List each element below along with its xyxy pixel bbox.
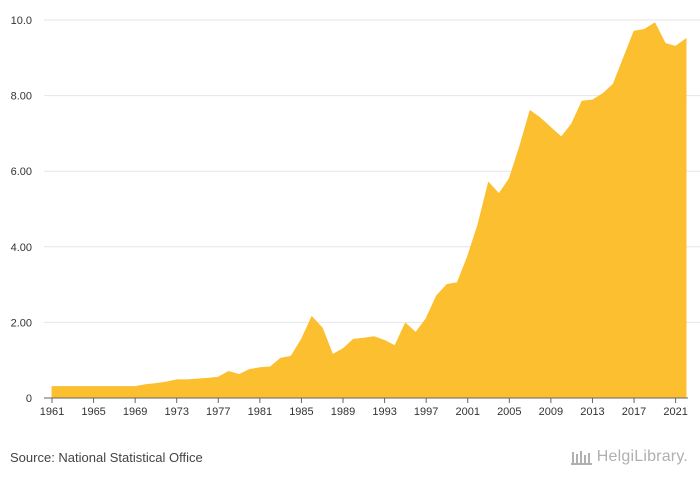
helgi-library-logo: HelgiLibrary. — [570, 448, 688, 466]
x-tick-label: 2001 — [455, 406, 479, 418]
area-series — [51, 22, 687, 399]
x-tick-label: 2017 — [622, 406, 646, 418]
x-tick-label: 1997 — [414, 406, 438, 418]
logo-text: HelgiLibrary. — [596, 448, 688, 465]
x-tick-label: 1985 — [289, 406, 313, 418]
x-tick-label: 1993 — [372, 406, 396, 418]
x-tick-label: 2021 — [663, 406, 687, 418]
y-tick-label: 2.00 — [11, 317, 32, 329]
source-note: Source: National Statistical Office — [10, 450, 203, 465]
x-tick-label: 1969 — [123, 406, 147, 418]
y-tick-label: 6.00 — [11, 166, 32, 178]
x-tick-label: 1981 — [248, 406, 272, 418]
y-axis-ticks: 0 2.00 4.00 6.00 8.00 10.0 — [11, 15, 32, 405]
y-tick-label: 0 — [26, 393, 32, 405]
library-columns-icon — [570, 451, 592, 465]
area-chart: 1961 1965 1969 1973 1977 1981 1985 1989 1993 1997… — [11, 15, 700, 418]
x-tick-label: 1989 — [331, 406, 355, 418]
x-tick-label: 1965 — [81, 406, 105, 418]
x-tick-label: 1961 — [40, 406, 64, 418]
x-tick-label: 2013 — [580, 406, 604, 418]
x-tick-label: 1977 — [206, 406, 230, 418]
x-tick-label: 1973 — [164, 406, 188, 418]
x-axis-ticks: 1961 1965 1969 1973 1977 1981 1985 1989 1993 1997… — [40, 398, 688, 418]
y-tick-label: 8.00 — [11, 91, 32, 103]
y-tick-label: 4.00 — [11, 242, 32, 254]
y-tick-label: 10.0 — [11, 15, 32, 27]
x-tick-label: 2009 — [539, 406, 563, 418]
x-tick-label: 2005 — [497, 406, 521, 418]
